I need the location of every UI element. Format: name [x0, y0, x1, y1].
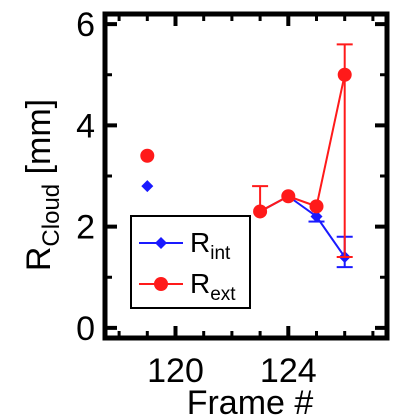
legend-label-int-main: R [190, 227, 210, 258]
x-tick-label: 120 [147, 352, 204, 390]
data-point-int [310, 210, 323, 223]
legend-marker-ext [154, 277, 168, 291]
y-tick-label: 4 [76, 107, 95, 145]
legend-label-int: Rint [190, 227, 231, 264]
y-tick-label: 0 [76, 310, 95, 348]
legend-box [130, 215, 251, 309]
legend-label-int-sub: int [210, 243, 231, 264]
data-point-ext [253, 204, 268, 219]
x-tick-label: 124 [260, 352, 317, 390]
plot-frame [102, 11, 390, 341]
y-tick-label: 6 [76, 6, 95, 44]
series-ext [140, 43, 353, 258]
legend-label-ext-main: R [190, 268, 210, 299]
tick-labels-layer: 0 2 4 6 120 124 [76, 6, 317, 390]
y-axis-title: RCloud [mm] [20, 99, 65, 271]
legend-label-ext-sub: ext [210, 284, 236, 305]
legend-marker-int [155, 237, 167, 249]
series-line-ext [259, 74, 346, 213]
x-axis-title: Frame # [187, 384, 314, 420]
data-point-ext [140, 148, 155, 163]
legend: Rint Rext [130, 215, 251, 309]
data-point-int [141, 180, 154, 193]
y-axis-title-sub: Cloud [38, 184, 65, 247]
legend-label-ext: Rext [190, 268, 236, 305]
y-tick-label: 2 [76, 209, 95, 247]
legend-item-ext: Rext [139, 268, 236, 305]
data-point-ext [281, 189, 296, 204]
series-layer [140, 43, 353, 269]
y-axis-title-unit: [mm] [20, 99, 58, 184]
legend-item-int: Rint [139, 227, 231, 264]
data-point-ext [309, 199, 324, 214]
data-point-ext [337, 67, 352, 82]
y-axis-title-main: R [20, 247, 58, 272]
